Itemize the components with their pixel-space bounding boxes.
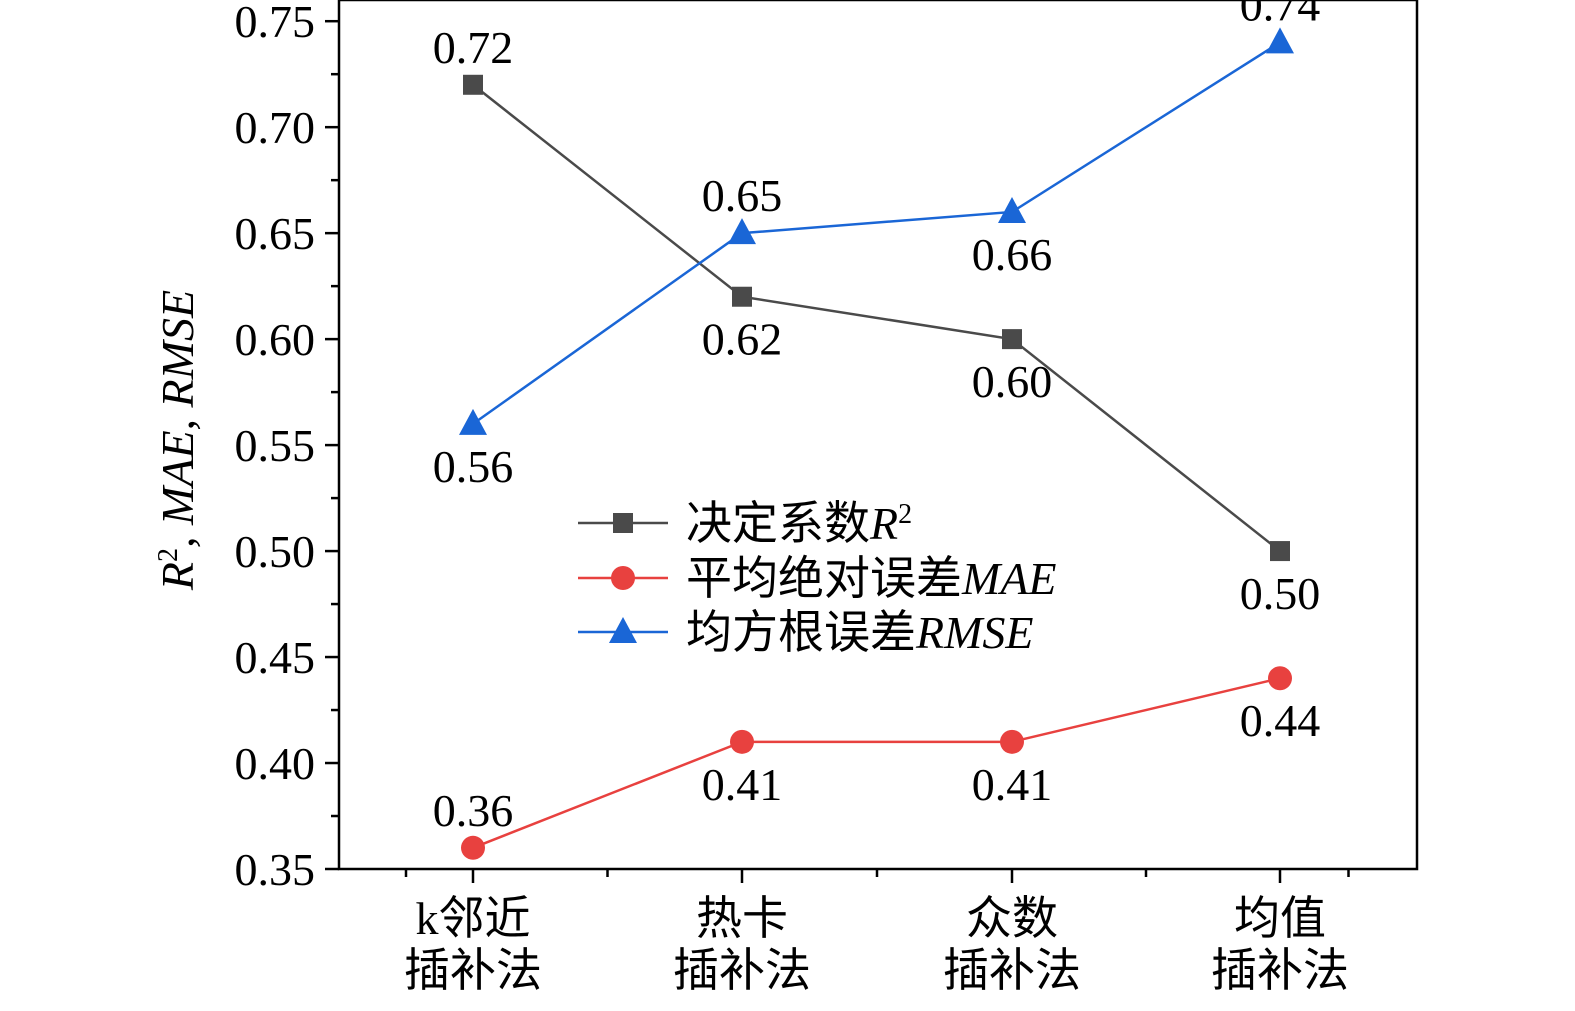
- data-point: [998, 196, 1026, 223]
- y-tick-label: 0.65: [235, 208, 316, 259]
- series-line: [472, 83, 1281, 553]
- data-point: [1268, 666, 1292, 691]
- data-point: [1000, 729, 1024, 754]
- x-tick-label: 热卡: [696, 893, 788, 944]
- data-point: [732, 286, 752, 307]
- x-tick-label: 均值: [1234, 893, 1326, 944]
- legend-marker: [613, 513, 633, 533]
- x-tick-label: 插补法: [943, 945, 1081, 996]
- y-tick-label: 0.50: [235, 526, 316, 577]
- y-tick-label: 0.70: [235, 102, 316, 153]
- legend-marker: [611, 566, 635, 590]
- x-tick-label: k邻近: [416, 893, 531, 944]
- data-point: [730, 729, 754, 754]
- data-point: [1266, 27, 1294, 54]
- x-tick-label: 插补法: [1211, 945, 1349, 996]
- y-tick-label: 0.55: [235, 420, 316, 471]
- legend-label: 决定系数R2: [686, 498, 912, 549]
- data-label: 0.65: [702, 170, 783, 221]
- series-line: [472, 41, 1281, 425]
- legend-label: 平均绝对误差MAE: [686, 553, 1057, 604]
- y-tick-label: 0.45: [235, 632, 316, 683]
- data-point: [461, 835, 485, 860]
- y-tick-label: 0.40: [235, 738, 316, 789]
- x-tick-label: 众数: [966, 893, 1058, 944]
- data-label: 0.60: [972, 356, 1053, 407]
- series-layer: [459, 27, 1294, 860]
- data-point: [1270, 541, 1290, 562]
- data-label: 0.36: [433, 785, 514, 836]
- x-tick-label: 插补法: [404, 945, 542, 996]
- data-label: 0.50: [1240, 568, 1321, 619]
- data-label: 0.41: [972, 759, 1053, 810]
- data-label: 0.62: [702, 314, 783, 365]
- data-label: 0.74: [1240, 0, 1321, 30]
- data-point: [459, 408, 487, 435]
- data-point: [728, 218, 756, 245]
- y-tick-label: 0.60: [235, 314, 316, 365]
- x-tick-label: 插补法: [673, 945, 811, 996]
- series-line: [472, 677, 1281, 849]
- data-label: 0.66: [972, 229, 1053, 280]
- data-labels: 0.72 0.62 0.60 0.50 0.36 0.41 0.41 0.44 0.56 0.65…: [433, 0, 1321, 836]
- data-label: 0.56: [433, 441, 514, 492]
- axes: 0.350.400.450.500.550.600.650.700.75k邻近插…: [235, 0, 1419, 996]
- data-label: 0.44: [1240, 695, 1321, 746]
- data-label: 0.72: [433, 22, 514, 73]
- legend-label: 均方根误差RMSE: [686, 607, 1034, 658]
- legend-marker: [609, 617, 637, 643]
- data-point: [1002, 329, 1022, 350]
- y-axis-title: R2, MAE, RMSE: [152, 290, 203, 591]
- data-label: 0.41: [702, 759, 783, 810]
- y-tick-label: 0.75: [235, 0, 316, 47]
- y-tick-label: 0.35: [235, 844, 316, 895]
- data-point: [463, 74, 483, 95]
